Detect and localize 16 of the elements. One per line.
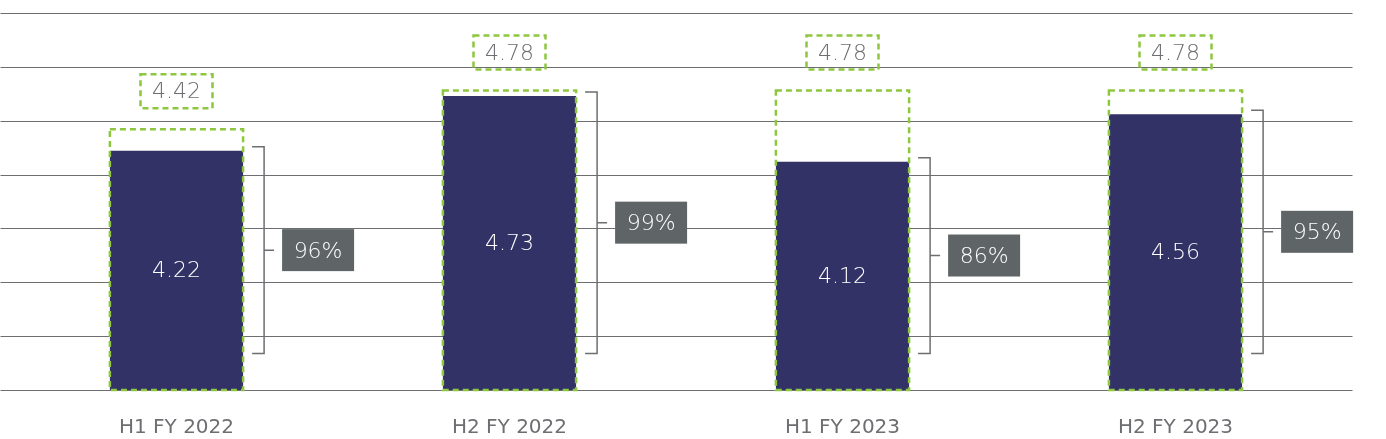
annotation: 99% (626, 210, 676, 236)
x-tick-label: H1 FY 2023 (784, 413, 901, 438)
annotation: 96% (293, 237, 343, 263)
data-label: 4.78 (1151, 39, 1200, 65)
data-label: 4.78 (485, 39, 534, 65)
data-label: 4.73 (485, 229, 534, 255)
data-label: 4.22 (152, 257, 201, 283)
x-tick-label: H1 FY 2022 (118, 413, 235, 438)
annotation: 95% (1292, 219, 1342, 245)
x-tick-label: H2 FY 2023 (1117, 413, 1234, 438)
data-label: 4.78 (818, 39, 867, 65)
annotation: 86% (959, 243, 1009, 269)
data-label: 4.42 (152, 78, 201, 104)
data-label: 4.56 (1151, 239, 1200, 265)
x-tick-label: H2 FY 2022 (451, 413, 568, 438)
data-label: 4.12 (818, 262, 867, 288)
